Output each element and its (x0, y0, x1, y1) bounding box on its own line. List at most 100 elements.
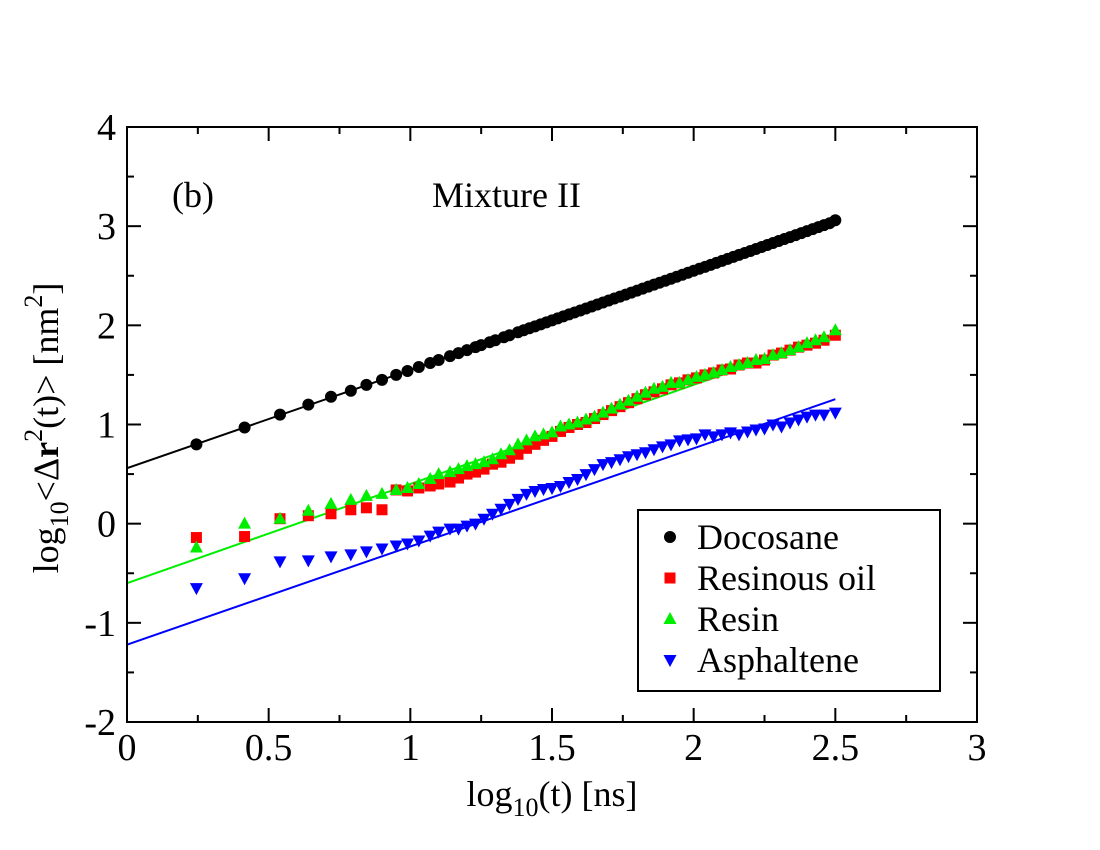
x-tick-label: 2.5 (812, 727, 860, 769)
data-point-resin (792, 340, 805, 353)
data-point-resin (486, 452, 499, 465)
data-point-asphaltene (817, 409, 831, 422)
data-point-asphaltene (732, 429, 746, 442)
data-point-docosane (325, 390, 337, 403)
data-point-resin (758, 352, 771, 365)
data-point-asphaltene (273, 556, 287, 569)
data-point-asphaltene (494, 503, 508, 516)
data-point-asphaltene (673, 435, 686, 448)
data-point-resin (375, 486, 389, 499)
legend-box (637, 509, 941, 692)
data-point-asphaltene (486, 508, 499, 521)
data-point-docosane (829, 214, 842, 227)
y-axis-label-r: r (26, 442, 66, 458)
data-point-resin (588, 409, 601, 422)
data-point-asphaltene (809, 409, 822, 422)
data-point-resinous-oil (453, 472, 464, 484)
y-tick-label: -1 (84, 603, 116, 645)
data-point-asphaltene (758, 423, 771, 436)
data-point-resin (301, 503, 315, 516)
data-point-asphaltene (401, 538, 414, 551)
data-point-docosane (432, 354, 445, 367)
data-point-docosane (390, 368, 403, 381)
data-point-resinous-oil (239, 531, 251, 543)
data-point-asphaltene (647, 444, 661, 457)
data-point-resin (596, 405, 610, 418)
data-point-resin (828, 323, 842, 336)
data-point-docosane (376, 373, 388, 386)
data-point-resin (622, 393, 635, 406)
data-point-resin (545, 425, 559, 438)
data-point-asphaltene (301, 555, 315, 568)
data-point-resinous-oil (461, 468, 473, 480)
data-point-asphaltene (503, 498, 516, 511)
data-point-asphaltene (477, 513, 491, 526)
data-point-docosane (238, 421, 251, 434)
y-tick-label: 2 (97, 305, 116, 347)
legend-label-resin: Resin (697, 599, 779, 639)
data-point-asphaltene (359, 546, 373, 559)
data-point-asphaltene (443, 523, 457, 536)
data-point-resinous-oil (360, 502, 372, 514)
y-axis-label-end: ] (26, 283, 66, 295)
data-point-asphaltene (605, 457, 618, 470)
data-point-resinous-oil (504, 452, 515, 464)
series-asphaltene (189, 407, 842, 596)
y-axis-label-base: log (26, 527, 66, 573)
data-point-asphaltene (460, 520, 474, 533)
data-point-asphaltene (324, 551, 338, 564)
data-point-asphaltene (412, 535, 426, 548)
data-point-resin (817, 330, 831, 343)
data-point-docosane (302, 398, 315, 411)
data-point-resin (324, 496, 338, 509)
data-point-docosane (412, 360, 425, 373)
x-axis-label-sub: 10 (513, 793, 539, 822)
data-point-resin (664, 375, 678, 388)
x-tick-label: 1.5 (528, 727, 576, 769)
x-tick-label: 3 (968, 727, 987, 769)
data-point-asphaltene (562, 477, 576, 490)
data-point-docosane (274, 408, 286, 421)
legend-marker-docosane (664, 531, 676, 543)
legend-label-docosane: Docosane (697, 517, 839, 557)
y-axis-label-sup: 2 (19, 429, 48, 442)
data-point-asphaltene (588, 464, 601, 477)
data-point-asphaltene (783, 417, 797, 430)
legend-marker-resinous-oil (664, 572, 676, 584)
data-point-asphaltene (432, 526, 446, 539)
data-point-resinous-oil (521, 442, 532, 454)
data-point-resin (238, 516, 252, 529)
series-docosane (190, 214, 842, 451)
legend-label-resinous-oil: Resinous oil (697, 558, 876, 598)
axis-ticks (126, 126, 978, 723)
data-point-asphaltene (571, 474, 584, 487)
data-point-resin (613, 397, 627, 410)
data-point-resin (630, 389, 644, 402)
y-tick-label: 3 (97, 206, 116, 248)
data-point-resin (389, 482, 403, 495)
data-point-asphaltene (469, 518, 482, 531)
data-point-asphaltene (630, 449, 644, 462)
series-resin (189, 323, 842, 553)
y-axis-label-sub: 10 (45, 501, 74, 527)
data-point-docosane (401, 364, 414, 377)
data-point-resin (189, 540, 203, 553)
data-point-resinous-oil (495, 456, 507, 468)
data-point-resinous-oil (538, 434, 549, 446)
y-axis-label: log10<Δr2(t)> [nm2] (19, 283, 74, 574)
data-point-resin (639, 385, 652, 398)
data-point-resin (273, 511, 287, 524)
y-tick-label: 1 (97, 405, 116, 447)
x-tick-label: 0.5 (245, 727, 293, 769)
data-point-resinous-oil (376, 504, 388, 516)
y-tick-label: 4 (97, 107, 116, 149)
data-point-asphaltene (545, 482, 559, 495)
data-point-asphaltene (664, 439, 678, 452)
chart-title: Mixture II (432, 175, 581, 215)
data-markers (189, 214, 842, 596)
data-point-asphaltene (344, 549, 358, 562)
